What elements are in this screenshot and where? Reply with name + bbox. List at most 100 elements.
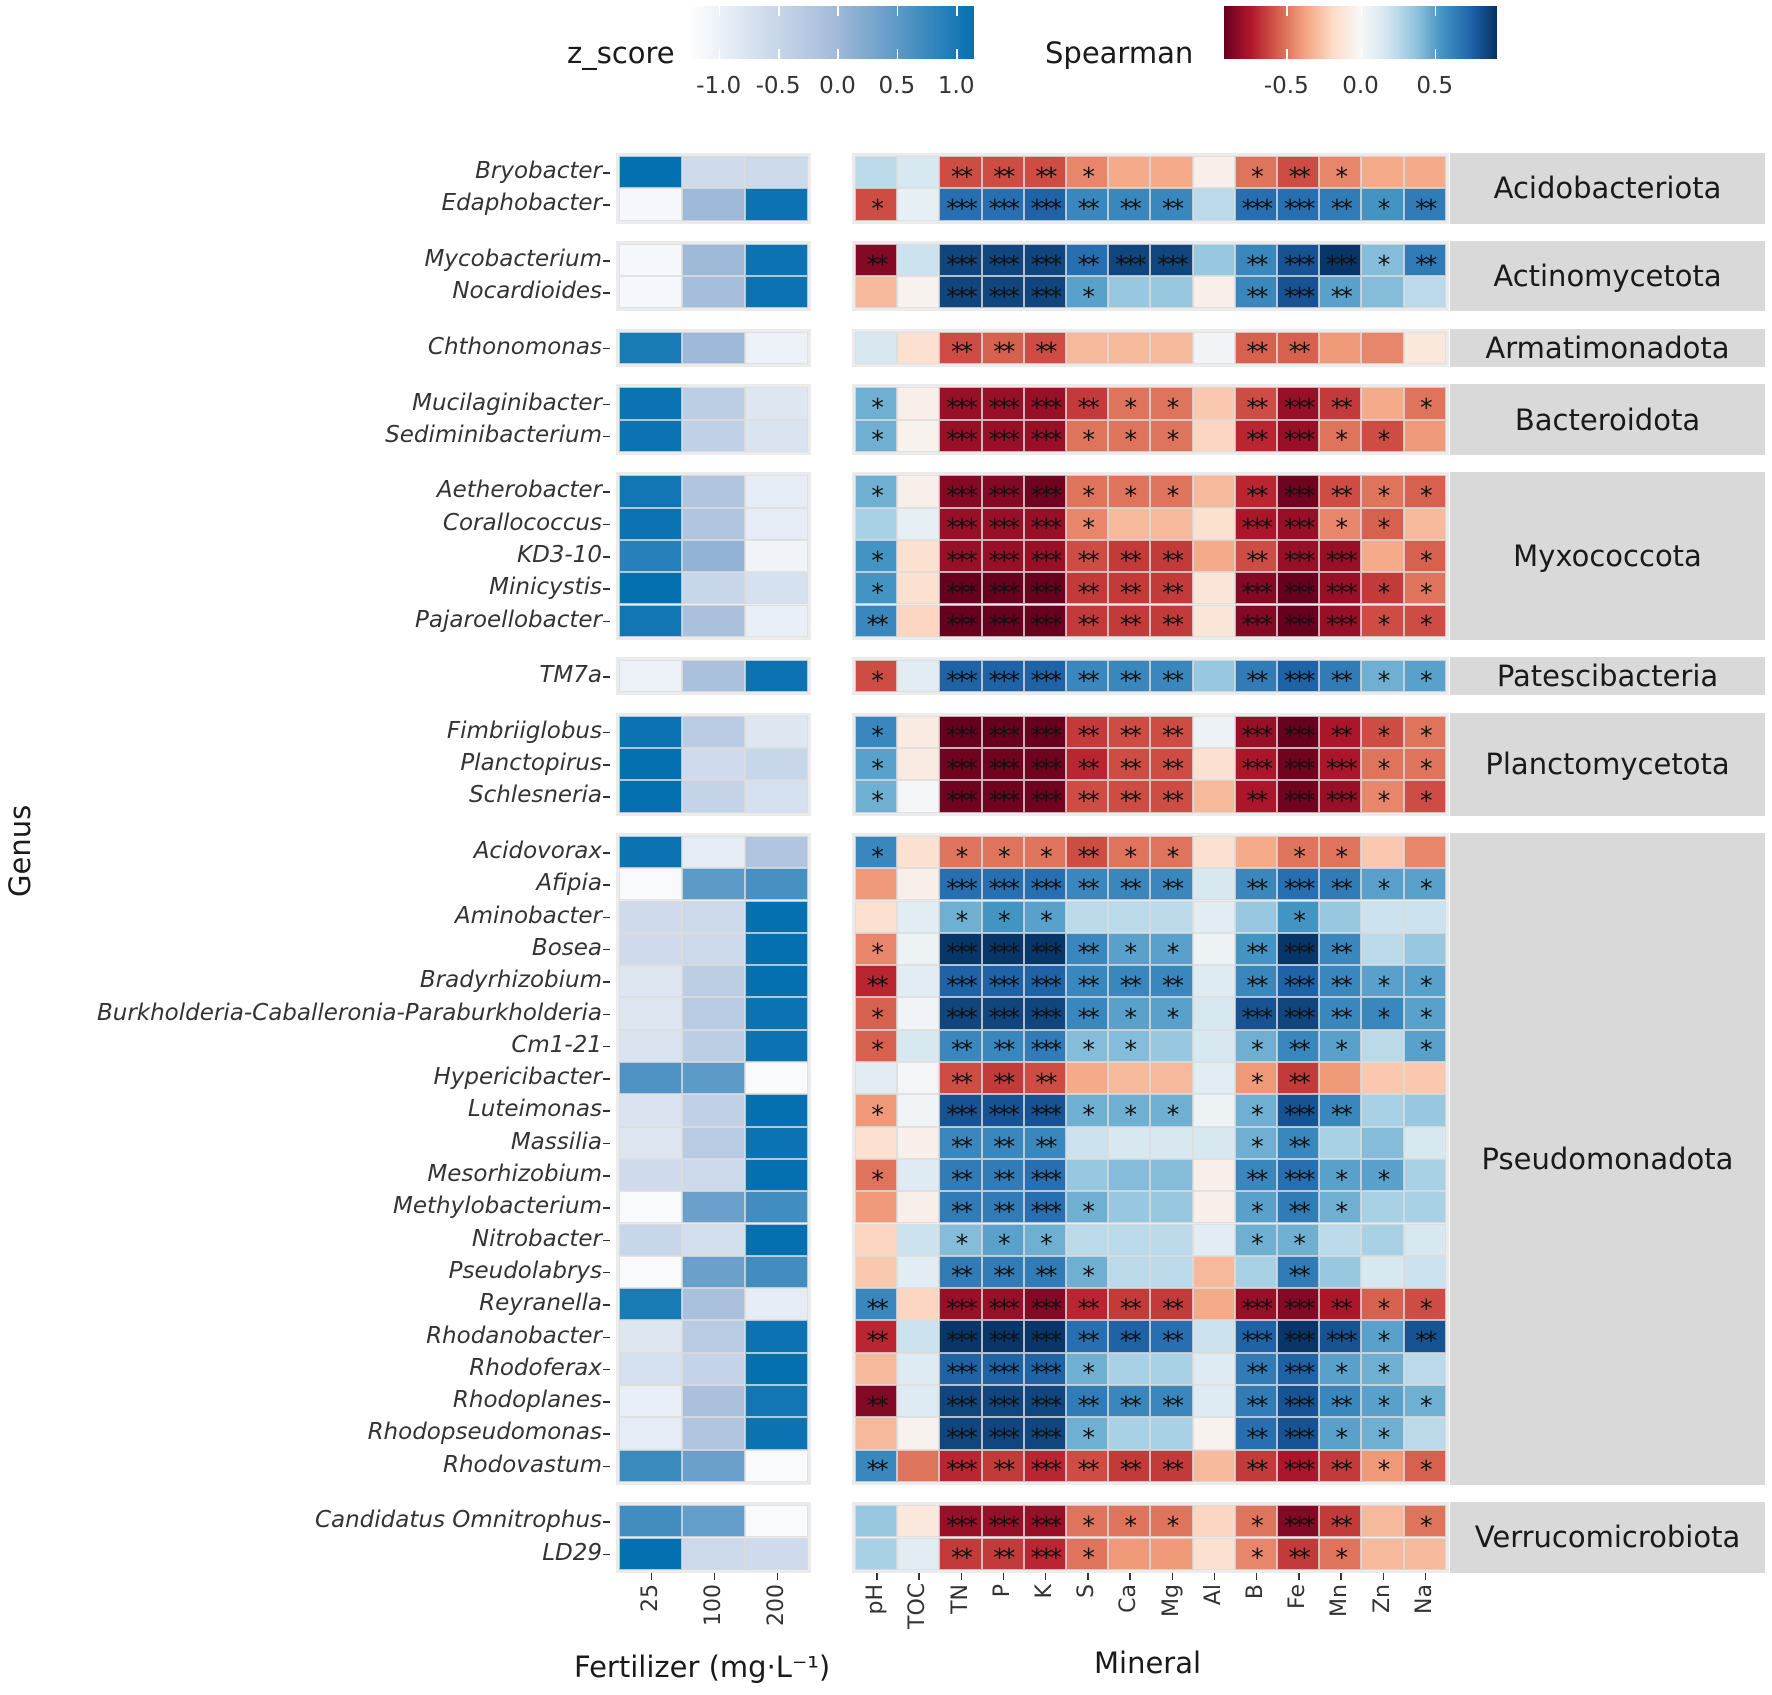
spearman-cell — [1066, 1126, 1109, 1159]
spearman-cell — [855, 900, 898, 933]
fertilizer-cell — [619, 331, 682, 365]
spearman-cell — [1192, 965, 1235, 998]
spearman-cell: *** — [1023, 1029, 1066, 1062]
spearman-cell — [897, 1449, 940, 1482]
spearman-cell — [1403, 507, 1446, 540]
z-legend-tickmark — [718, 6, 721, 16]
fertilizer-cell — [682, 1191, 745, 1224]
fertilizer-cell — [619, 965, 682, 998]
fertilizer-cell — [619, 1223, 682, 1256]
spearman-cell: *** — [939, 1094, 982, 1127]
spearman-cell: ** — [1066, 932, 1109, 966]
x-axis-tick — [713, 1572, 715, 1580]
spearman-cell — [897, 604, 940, 637]
spearman-cell — [1192, 1449, 1235, 1482]
spearman-cell: * — [1403, 1505, 1446, 1538]
spearman-cell: * — [1066, 507, 1109, 540]
spearman-cell: *** — [1277, 1288, 1320, 1321]
fertilizer-cell — [682, 276, 745, 309]
spearman-cell: * — [855, 997, 898, 1030]
fertilizer-cell — [682, 331, 745, 365]
x-axis-tick — [1382, 1572, 1384, 1580]
spearman-cell: * — [1234, 1126, 1277, 1159]
spearman-cell — [1150, 1255, 1193, 1289]
spearman-cell: *** — [1277, 604, 1320, 637]
spearman-cell: ** — [939, 331, 982, 365]
spearman-cell: *** — [939, 1385, 982, 1418]
spearman-cell — [1150, 507, 1193, 540]
x-axis-tick — [1424, 1572, 1427, 1580]
spearman-cell — [1192, 660, 1235, 693]
spearman-cell: ** — [1277, 331, 1320, 365]
spearman-cell — [1319, 900, 1362, 933]
spearman-cell — [1066, 900, 1109, 933]
spearman-cell: *** — [1023, 748, 1066, 781]
spearman-cell: ** — [1066, 965, 1109, 998]
genus-label: Mucilaginibacter — [412, 389, 602, 416]
spearman-cell — [1192, 1029, 1235, 1062]
y-axis-tick — [603, 1045, 610, 1048]
spearman-cell: ** — [1108, 715, 1151, 748]
y-axis-tick — [603, 523, 610, 526]
spearman-cell — [855, 1352, 898, 1385]
spearman-cell: ** — [1150, 572, 1193, 605]
spearman-cell: *** — [939, 780, 982, 813]
spearman-cell — [1403, 1537, 1446, 1570]
z-legend-tick-label: 1.0 — [937, 73, 975, 99]
spearman-cell: * — [1361, 507, 1404, 540]
spearman-cell — [855, 1223, 898, 1256]
y-axis-tick — [603, 948, 610, 951]
spearman-cell: * — [855, 539, 898, 573]
spearman-cell: * — [1066, 475, 1109, 508]
spearman-cell: ** — [1150, 604, 1193, 637]
fertilizer-cell — [682, 868, 745, 901]
spearman-cell: *** — [981, 539, 1024, 573]
spearman-cell: ** — [981, 1537, 1024, 1570]
spearman-cell — [1192, 1352, 1235, 1385]
genus-label: Nitrobacter — [471, 1225, 602, 1252]
spearman-cell — [1192, 868, 1235, 901]
genus-label: Bosea — [531, 934, 602, 961]
spearman-cell — [1361, 835, 1404, 869]
fertilizer-cell — [682, 1029, 745, 1062]
spearman-cell: *** — [1023, 1537, 1066, 1570]
fertilizer-cell — [682, 1288, 745, 1321]
fertilizer-cell — [619, 156, 682, 189]
spearman-cell: ** — [855, 604, 898, 637]
spearman-cell: *** — [1277, 572, 1320, 605]
spearman-cell: ** — [1108, 868, 1151, 901]
spearman-cell — [1150, 1537, 1193, 1570]
spearman-cell — [1403, 156, 1446, 189]
spearman-cell: *** — [1234, 188, 1277, 221]
y-axis-tick — [603, 620, 610, 623]
spearman-cell: * — [1403, 965, 1446, 998]
spearman-cell — [897, 1029, 940, 1062]
fertilizer-cell — [619, 868, 682, 901]
spearman-cell: ** — [1319, 868, 1362, 901]
spearman-cell: *** — [1319, 243, 1362, 277]
spearman-cell — [1108, 156, 1151, 189]
fertilizer-cell — [682, 539, 745, 573]
spearman-cell: * — [939, 900, 982, 933]
x-axis-tick — [1087, 1572, 1089, 1580]
fertilizer-cell — [745, 932, 808, 966]
spearman-cell: *** — [939, 660, 982, 693]
spearman-cell: * — [1108, 932, 1151, 966]
spearman-cell — [897, 1417, 940, 1450]
spearman-cell — [1108, 331, 1151, 365]
spearman-cell — [1361, 331, 1404, 365]
spearman-cell: ** — [1234, 539, 1277, 573]
spearman-cell — [1234, 900, 1277, 933]
spearman-cell: ** — [1277, 1126, 1320, 1159]
s-legend-tickmark — [1286, 6, 1288, 16]
spearman-cell: ** — [1066, 997, 1109, 1030]
spearman-cell — [1192, 1126, 1235, 1159]
spearman-cell — [1403, 1126, 1446, 1159]
spearman-cell: ** — [1277, 1537, 1320, 1570]
spearman-cell — [897, 1223, 940, 1256]
z-legend-tickmark — [837, 6, 839, 16]
spearman-cell: ** — [855, 1288, 898, 1321]
spearman-cell: ** — [1066, 868, 1109, 901]
spearman-cell: ** — [1108, 965, 1151, 998]
spearman-cell: *** — [1234, 1320, 1277, 1353]
